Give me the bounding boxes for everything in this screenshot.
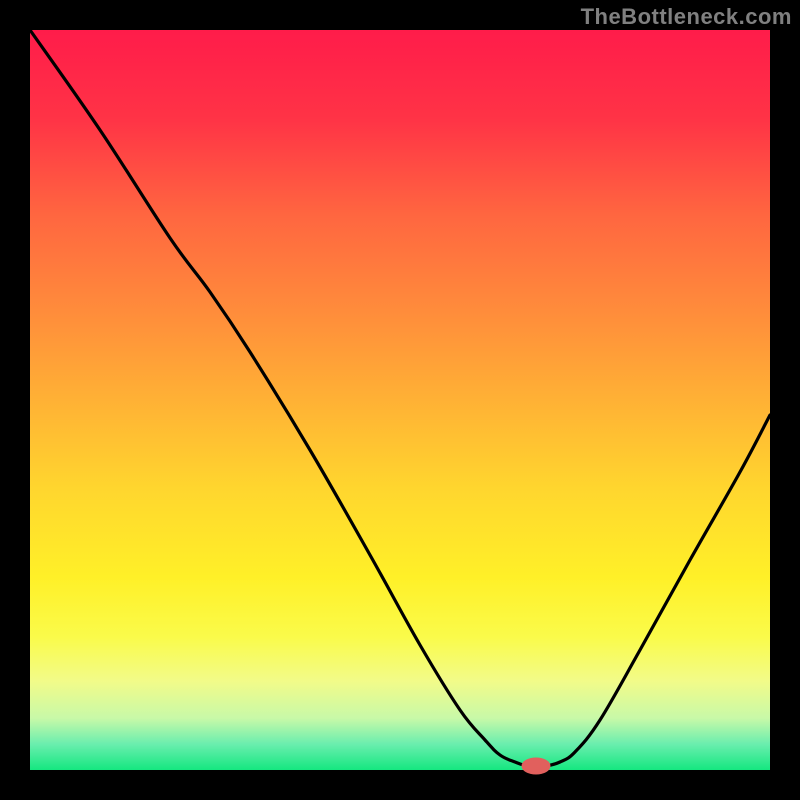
optimal-marker (522, 758, 550, 774)
bottleneck-chart: TheBottleneck.com (0, 0, 800, 800)
chart-background-gradient (30, 30, 770, 770)
chart-svg (0, 0, 800, 800)
watermark-text: TheBottleneck.com (581, 4, 792, 30)
